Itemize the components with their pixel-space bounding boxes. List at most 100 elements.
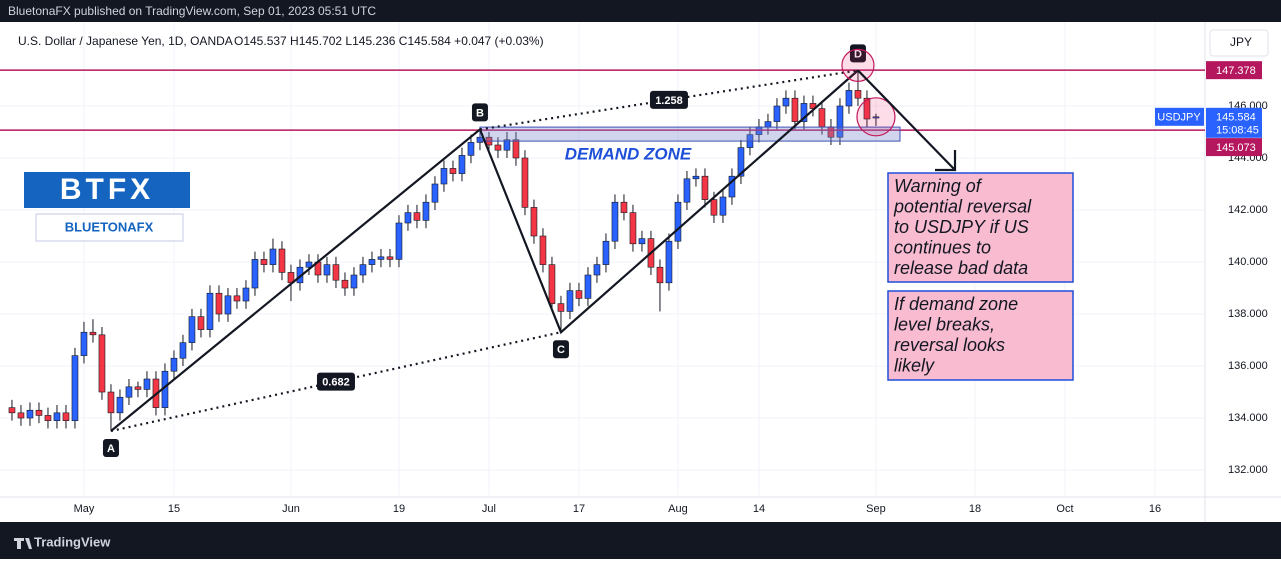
- candle-body: [566, 290, 574, 312]
- countdown: 15:08:45: [1216, 125, 1259, 137]
- point-badge: [552, 340, 569, 359]
- point-label: A: [107, 443, 115, 455]
- candle-body: [665, 240, 673, 284]
- candle-body: [53, 412, 61, 421]
- candle-body: [719, 196, 727, 216]
- candle-body: [539, 235, 547, 265]
- top-bar: [0, 0, 1281, 22]
- dotted-line: [479, 69, 859, 131]
- highlight-circle: [856, 97, 896, 137]
- ratio-label: 0.682: [322, 377, 350, 389]
- ratio-badge: [649, 90, 688, 109]
- y-tick-label: 132.000: [1228, 464, 1268, 476]
- currency-label[interactable]: JPY: [1230, 35, 1252, 49]
- zone-label: DEMAND ZONE: [565, 144, 692, 163]
- candle-body: [179, 342, 187, 359]
- candle-body: [35, 409, 43, 416]
- price-label: 145.073: [1216, 142, 1256, 154]
- x-tick-label: May: [74, 503, 95, 515]
- candle-body: [332, 264, 340, 281]
- bottom-bar: [0, 522, 1281, 559]
- ratio-label: 1.258: [655, 95, 683, 107]
- point-badge: [849, 44, 866, 63]
- annotations: DEMAND ZONE 0.682 1.258 A B C D Warning ofpoten…: [0, 44, 1205, 458]
- candle-body: [377, 256, 385, 260]
- candle-body: [251, 259, 259, 289]
- x-tick-label: 17: [573, 503, 585, 515]
- note-text: continues to: [894, 237, 991, 257]
- grid: [0, 22, 1205, 495]
- last-price: 145.584: [1216, 112, 1256, 124]
- y-tick-label: 142.000: [1228, 204, 1268, 216]
- candle-body: [404, 212, 412, 224]
- note-box: [887, 172, 1074, 283]
- candle-body: [701, 175, 709, 200]
- candle-body: [584, 274, 592, 299]
- symbol-box: [1155, 107, 1204, 126]
- candle-body: [395, 222, 403, 260]
- y-tick-label: 138.000: [1228, 308, 1268, 320]
- candle-body: [305, 261, 313, 268]
- candle-body: [656, 266, 664, 284]
- candle-body: [512, 139, 520, 159]
- note-text: level breaks,: [894, 314, 995, 334]
- candle-body: [854, 90, 862, 99]
- currency-button[interactable]: [1209, 29, 1269, 57]
- candle-body: [863, 97, 871, 120]
- candle-body: [503, 139, 511, 151]
- candle-body: [134, 386, 142, 390]
- candle-body: [26, 409, 34, 419]
- candle-body: [782, 97, 790, 107]
- ratio-badge: [316, 372, 355, 391]
- candle-body: [494, 144, 502, 151]
- candle-body: [836, 105, 844, 138]
- ohlc-legend: O145.537 H145.702 L145.236 C145.584 +0.0…: [234, 34, 544, 48]
- symbol-label: USDJPY: [1157, 112, 1201, 124]
- candle-body: [197, 316, 205, 330]
- point-badge: [471, 103, 488, 122]
- logo-sub-box: [35, 213, 184, 242]
- candle-body: [341, 279, 349, 289]
- candle-body: [611, 201, 619, 242]
- candle-body: [620, 201, 628, 213]
- brand-logo: [14, 538, 32, 549]
- brand-name: TradingView: [34, 534, 111, 549]
- x-tick-label: Jul: [482, 503, 496, 515]
- candle-body: [737, 147, 745, 177]
- candle-body: [206, 292, 214, 330]
- candle-body: [818, 108, 826, 128]
- candle-body: [791, 97, 799, 122]
- candle-body: [557, 303, 565, 312]
- candle-body: [773, 105, 781, 122]
- candle-body: [17, 412, 25, 419]
- point-label: B: [476, 107, 484, 119]
- note-box: [887, 290, 1074, 381]
- candle-body: [116, 396, 124, 414]
- candle-body: [260, 259, 268, 265]
- reversal-arrow: [857, 69, 957, 172]
- candle-body: [224, 295, 232, 315]
- note-text: to USDJPY if US: [894, 217, 1029, 237]
- last-price-box: [1206, 107, 1262, 138]
- candle-body: [278, 248, 286, 273]
- candle-body: [629, 212, 637, 245]
- highlight-circle: [841, 48, 875, 82]
- candle-body: [71, 355, 79, 421]
- candle-body: [638, 238, 646, 245]
- candle-body: [674, 201, 682, 242]
- candle-body: [692, 175, 700, 180]
- note-text: potential reversal: [893, 196, 1032, 216]
- plot: [8, 70, 880, 432]
- pattern-line: [110, 69, 859, 432]
- note-text: release bad data: [894, 258, 1028, 278]
- candle-body: [872, 116, 880, 119]
- symbol-name: U.S. Dollar / Japanese Yen, 1D, OANDA: [18, 34, 233, 48]
- demand-zone: [479, 126, 901, 142]
- note-text: reversal looks: [894, 335, 1005, 355]
- x-tick-label: 15: [168, 503, 180, 515]
- candle-body: [386, 256, 394, 260]
- candle-body: [143, 378, 151, 390]
- price-label: 147.378: [1216, 65, 1256, 77]
- candle-body: [125, 386, 133, 398]
